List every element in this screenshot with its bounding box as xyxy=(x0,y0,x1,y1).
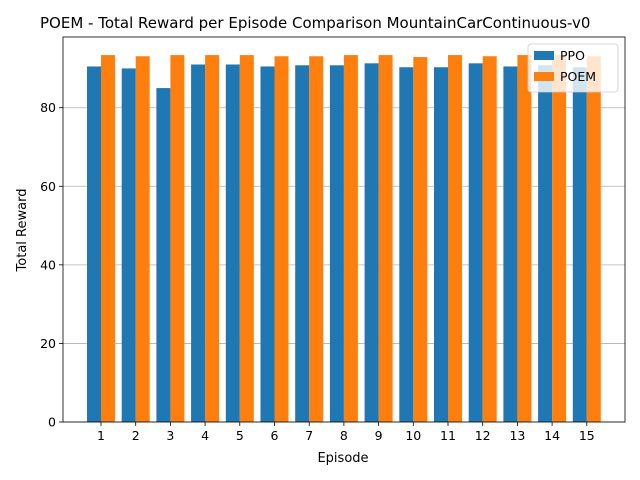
bar-poem-11 xyxy=(448,55,462,422)
bar-poem-12 xyxy=(482,56,497,422)
y-tick-label: 60 xyxy=(40,179,56,194)
bar-poem-2 xyxy=(135,56,150,422)
bar-ppo-2 xyxy=(121,68,136,422)
x-tick-label: 11 xyxy=(440,428,456,443)
x-tick-label: 3 xyxy=(166,428,174,443)
bars xyxy=(87,55,601,423)
legend-label-poem: POEM xyxy=(560,69,596,84)
x-axis-label: Episode xyxy=(317,451,368,466)
x-tick-label: 2 xyxy=(132,428,140,443)
bar-poem-10 xyxy=(413,57,428,423)
bar-poem-1 xyxy=(101,55,115,422)
bar-poem-13 xyxy=(517,55,532,422)
y-tick-label: 20 xyxy=(40,336,56,351)
bar-poem-9 xyxy=(378,55,393,422)
legend: PPO POEM xyxy=(527,43,619,93)
y-tick-label: 80 xyxy=(40,100,56,115)
bar-ppo-12 xyxy=(468,63,483,422)
bar-poem-4 xyxy=(205,55,220,422)
x-tick-label: 15 xyxy=(579,428,595,443)
bar-ppo-9 xyxy=(364,63,379,422)
legend-label-ppo: PPO xyxy=(560,48,585,63)
bar-ppo-5 xyxy=(225,64,240,422)
bar-ppo-3 xyxy=(156,88,171,423)
legend-swatch-ppo xyxy=(534,51,554,60)
bar-ppo-1 xyxy=(87,66,101,422)
bar-poem-6 xyxy=(274,56,289,422)
bar-ppo-14 xyxy=(538,65,553,423)
bar-poem-5 xyxy=(239,55,254,422)
bar-ppo-6 xyxy=(260,66,275,422)
x-tick-label: 1 xyxy=(97,428,105,443)
y-axis-label: Total Reward xyxy=(15,189,30,273)
bar-ppo-8 xyxy=(329,65,344,423)
y-tick-label: 0 xyxy=(48,415,56,430)
y-tick-label: 40 xyxy=(40,257,56,272)
bar-ppo-11 xyxy=(434,67,448,422)
bar-ppo-4 xyxy=(191,64,206,422)
bar-ppo-15 xyxy=(572,67,587,422)
bar-poem-7 xyxy=(309,56,324,422)
x-tick-label: 4 xyxy=(201,428,209,443)
x-tick-label: 13 xyxy=(509,428,525,443)
bar-poem-15 xyxy=(586,56,601,422)
chart-title: POEM - Total Reward per Episode Comparis… xyxy=(40,14,590,32)
x-tick-label: 14 xyxy=(544,428,560,443)
x-tick-label: 5 xyxy=(236,428,244,443)
x-tick-label: 6 xyxy=(271,428,279,443)
bar-ppo-7 xyxy=(295,65,310,423)
bar-poem-14 xyxy=(552,55,567,422)
x-tick-label: 12 xyxy=(475,428,491,443)
x-tick-label: 10 xyxy=(405,428,421,443)
bar-poem-3 xyxy=(170,55,185,422)
legend-swatch-poem xyxy=(534,72,554,81)
x-tick-label: 8 xyxy=(340,428,348,443)
x-tick-label: 9 xyxy=(375,428,383,443)
x-tick-label: 7 xyxy=(305,428,313,443)
bar-poem-8 xyxy=(343,55,358,422)
bar-ppo-10 xyxy=(399,67,414,422)
bar-ppo-13 xyxy=(503,66,518,422)
